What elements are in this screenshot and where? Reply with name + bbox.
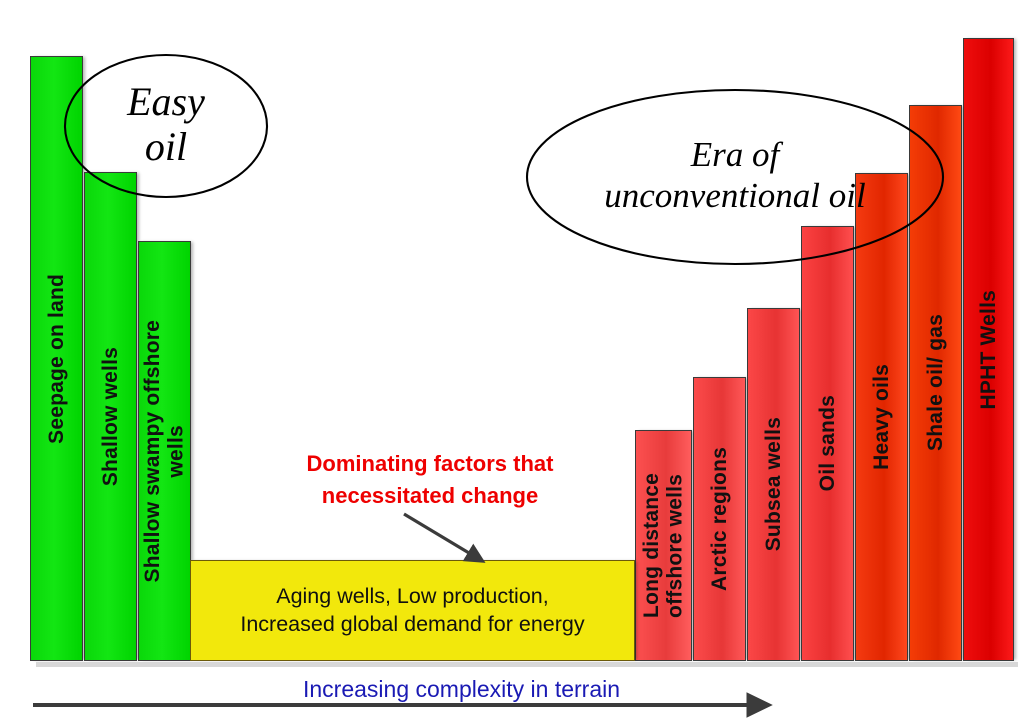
complexity-axis-caption: Increasing complexity in terrain	[303, 676, 621, 702]
annotation-arrow-icon	[403, 512, 486, 563]
era-unconventional-callout: Era of unconventional oil	[524, 87, 946, 266]
easy-oil-callout: Easy oil	[62, 52, 270, 199]
bar-long-distance-offshore-wells: Long distance offshore wells	[635, 430, 692, 661]
easy-oil-ellipse-icon	[63, 53, 269, 199]
bar-shallow-swampy-offshore-wells: Shallow swampy offshore wells	[138, 241, 191, 661]
era-unconventional-ellipse-icon	[525, 88, 945, 266]
bar-shallow-wells: Shallow wells	[84, 172, 137, 661]
dominating-factors-annotation: Dominating factors that necessitated cha…	[306, 451, 554, 508]
bar-arctic-regions: Arctic regions	[693, 377, 746, 661]
baseline-shadow	[36, 662, 1018, 667]
bar-shale-oil-gas: Shale oil/ gas	[909, 105, 962, 661]
aging-wells-band-label: Aging wells, Low production, Increased g…	[240, 583, 585, 636]
aging-wells-band: Aging wells, Low production, Increased g…	[190, 560, 635, 661]
bar-oil-sands: Oil sands	[801, 226, 854, 661]
bar-heavy-oils: Heavy oils	[855, 173, 908, 661]
bar-subsea-wells: Subsea wells	[747, 308, 800, 661]
bar-hpht-wells: HPHT Wells	[963, 38, 1014, 661]
